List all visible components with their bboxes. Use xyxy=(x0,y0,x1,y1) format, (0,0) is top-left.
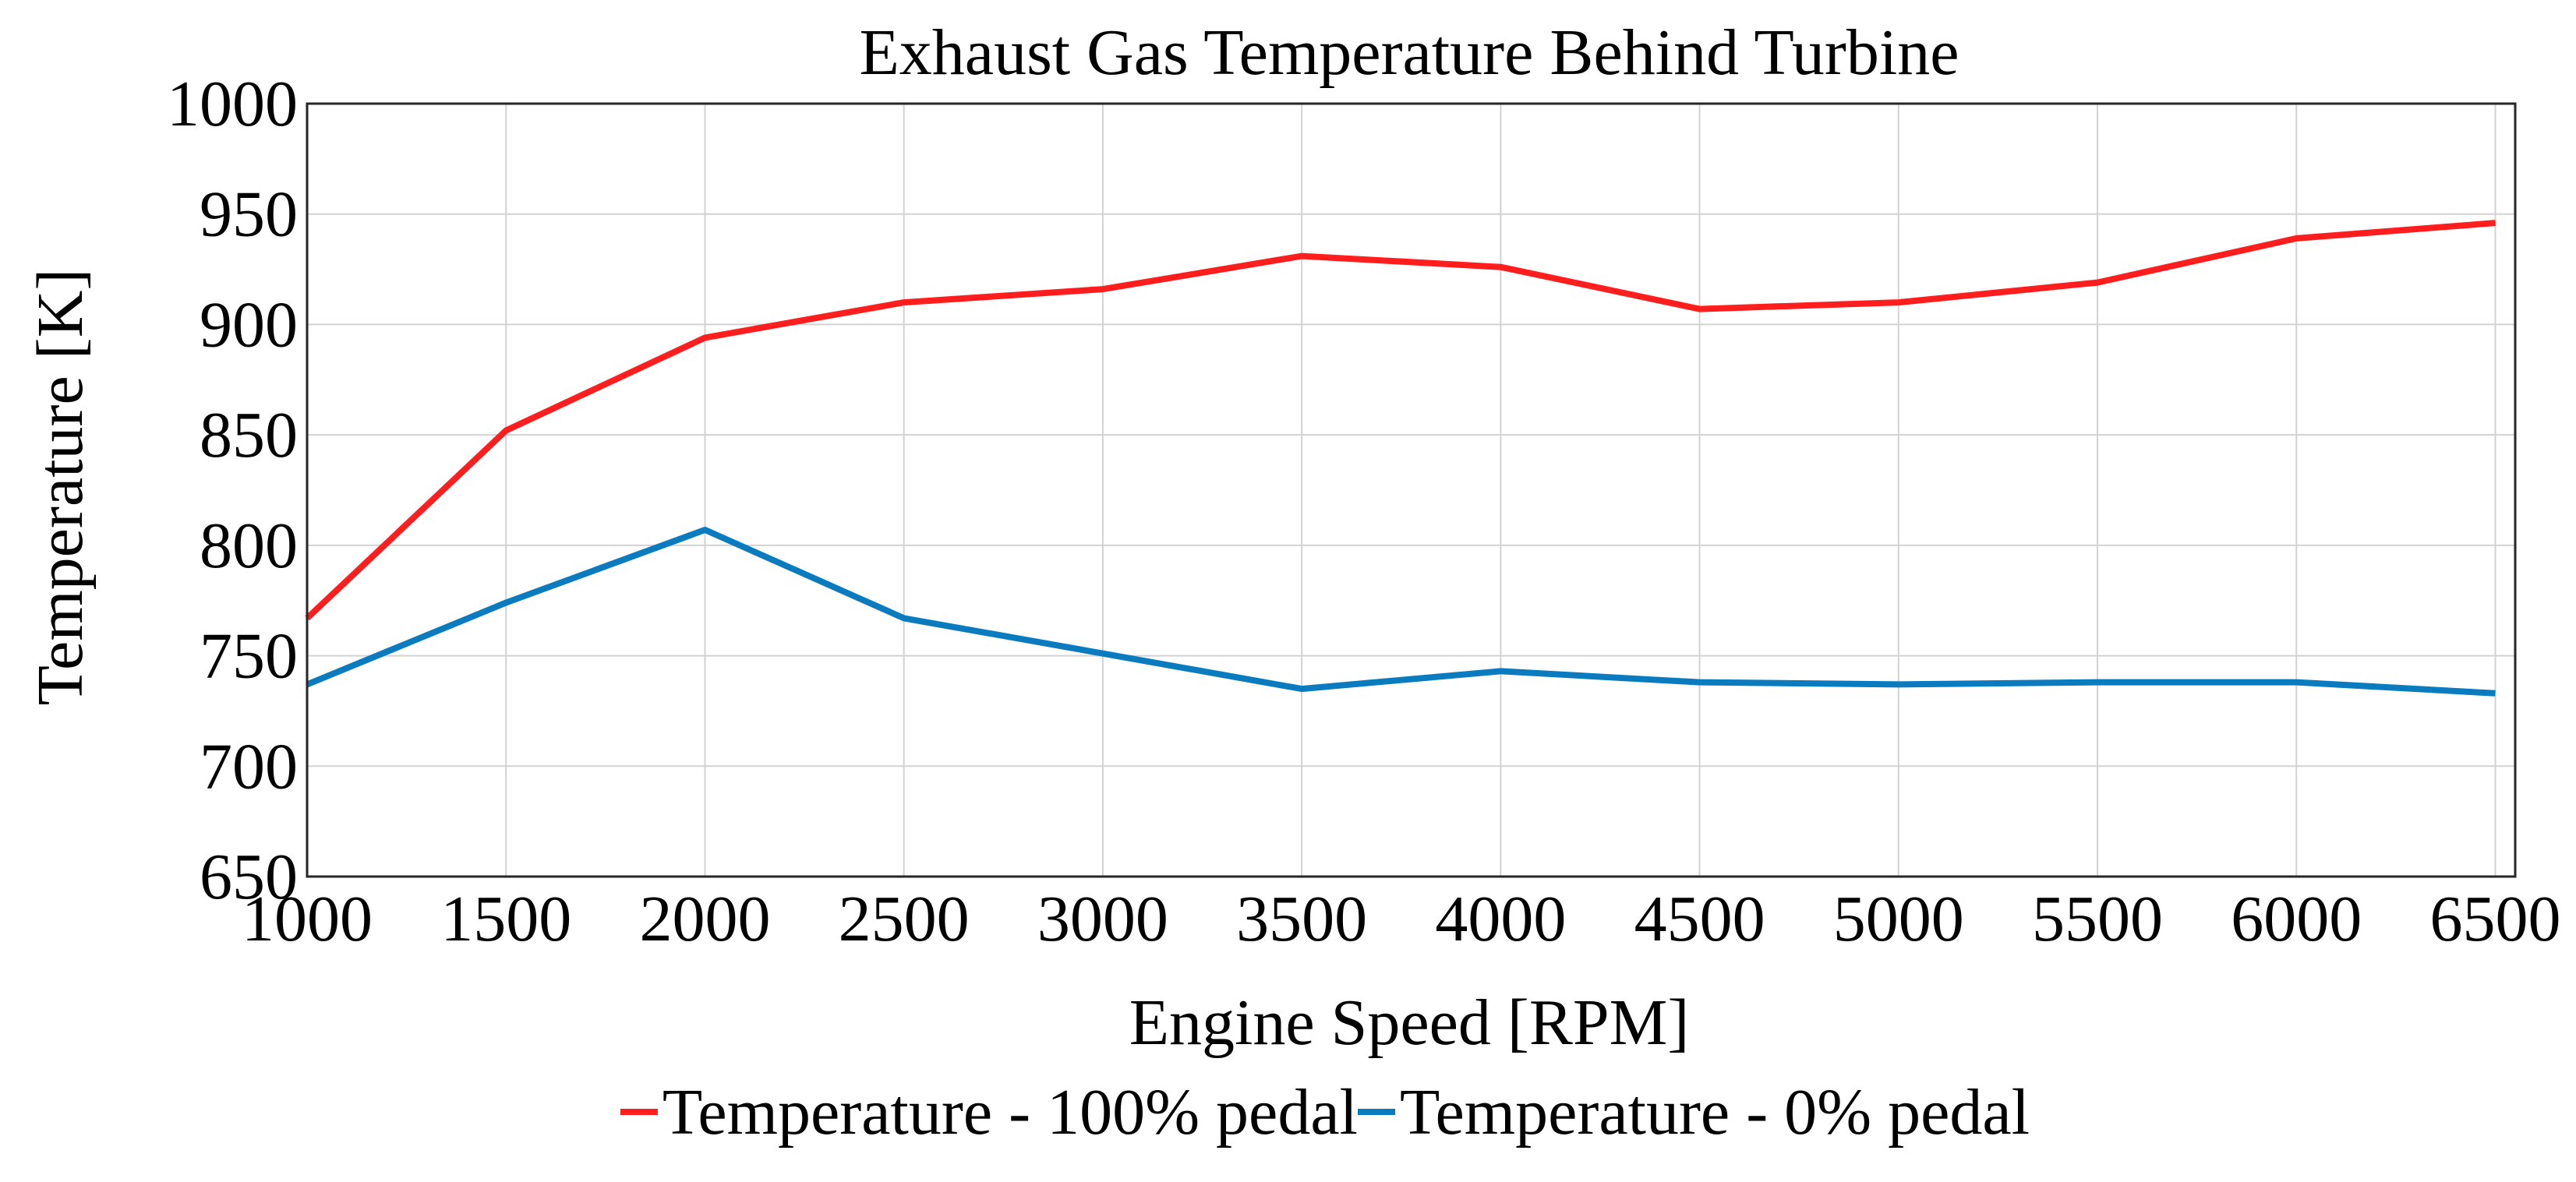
y-axis-label: Temperature [K] xyxy=(24,269,97,706)
x-tick-label: 5000 xyxy=(1833,883,1964,955)
y-tick-label: 850 xyxy=(200,399,298,471)
x-tick-label: 1000 xyxy=(242,883,373,955)
y-tick-label: 700 xyxy=(200,730,298,803)
x-tick-label: 2000 xyxy=(639,883,770,955)
plot-area-frame xyxy=(306,102,2517,878)
legend-item: Temperature - 100% pedal xyxy=(620,1076,1358,1148)
x-axis-label: Engine Speed [RPM] xyxy=(1129,986,1690,1059)
x-tick-label: 4000 xyxy=(1435,883,1566,955)
series-line-1 xyxy=(306,527,2496,697)
x-tick-label: 4500 xyxy=(1634,883,1765,955)
x-tick-label: 6500 xyxy=(2429,883,2560,955)
y-tick-label: 650 xyxy=(200,841,298,913)
x-tick-label: 2500 xyxy=(839,883,970,955)
x-tick-label: 3500 xyxy=(1236,883,1367,955)
series-line-0 xyxy=(305,220,2496,621)
y-tick-label: 1000 xyxy=(167,68,298,140)
legend-item: Temperature - 0% pedal xyxy=(1358,1076,2030,1148)
x-tick-label: 5500 xyxy=(2032,883,2163,955)
x-axis-tick-labels: 1000 1500 2000 2500 3000 3500 4000 4500 5000 5500… xyxy=(242,883,2560,955)
y-tick-label: 800 xyxy=(200,510,298,582)
data-series xyxy=(305,220,2496,697)
x-tick-label: 3000 xyxy=(1037,883,1168,955)
x-tick-label: 1500 xyxy=(440,883,571,955)
y-tick-label: 950 xyxy=(200,178,298,251)
legend-label: Temperature - 100% pedal xyxy=(663,1076,1358,1148)
grid-lines xyxy=(306,103,2515,877)
y-tick-label: 900 xyxy=(200,288,298,361)
chart-title: Exhaust Gas Temperature Behind Turbine xyxy=(859,16,1959,89)
legend: Temperature - 100% pedal Temperature - 0%… xyxy=(620,1076,2030,1148)
x-tick-label: 6000 xyxy=(2231,883,2362,955)
y-axis-tick-labels: 650 700 750 800 850 900 950 1000 xyxy=(167,68,298,913)
y-tick-label: 750 xyxy=(200,620,298,693)
legend-label: Temperature - 0% pedal xyxy=(1400,1076,2030,1148)
